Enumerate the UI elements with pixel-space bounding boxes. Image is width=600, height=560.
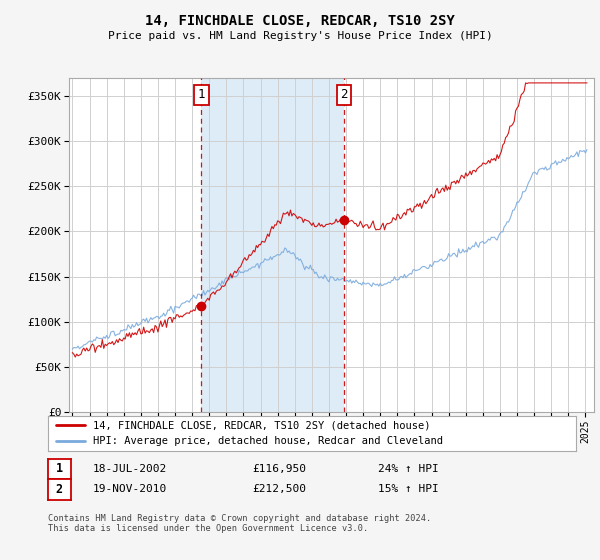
- Text: 18-JUL-2002: 18-JUL-2002: [93, 464, 167, 474]
- Text: 24% ↑ HPI: 24% ↑ HPI: [378, 464, 439, 474]
- Text: £212,500: £212,500: [252, 484, 306, 494]
- Text: 19-NOV-2010: 19-NOV-2010: [93, 484, 167, 494]
- Text: 14, FINCHDALE CLOSE, REDCAR, TS10 2SY (detached house): 14, FINCHDALE CLOSE, REDCAR, TS10 2SY (d…: [93, 421, 430, 431]
- Text: HPI: Average price, detached house, Redcar and Cleveland: HPI: Average price, detached house, Redc…: [93, 436, 443, 446]
- Text: Price paid vs. HM Land Registry's House Price Index (HPI): Price paid vs. HM Land Registry's House …: [107, 31, 493, 41]
- Text: 1: 1: [56, 462, 63, 475]
- Text: 15% ↑ HPI: 15% ↑ HPI: [378, 484, 439, 494]
- Bar: [202, 78, 344, 412]
- Text: 2: 2: [340, 88, 348, 101]
- Text: £116,950: £116,950: [252, 464, 306, 474]
- Text: 1: 1: [197, 88, 205, 101]
- Text: 14, FINCHDALE CLOSE, REDCAR, TS10 2SY: 14, FINCHDALE CLOSE, REDCAR, TS10 2SY: [145, 14, 455, 28]
- Text: 2: 2: [56, 483, 63, 496]
- Text: Contains HM Land Registry data © Crown copyright and database right 2024.
This d: Contains HM Land Registry data © Crown c…: [48, 514, 431, 534]
